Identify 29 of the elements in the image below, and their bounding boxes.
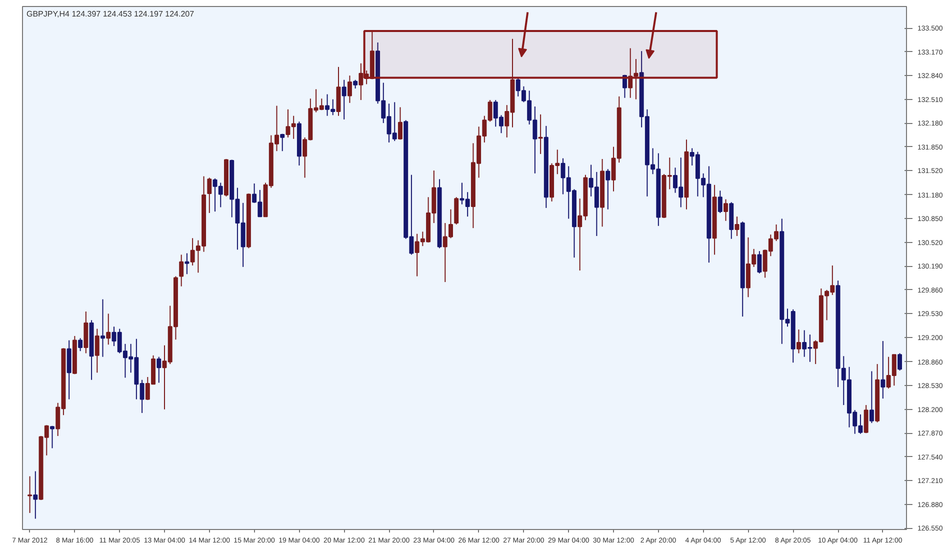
candlestick [796,329,801,354]
candlestick [33,470,38,520]
candlestick [342,79,346,120]
candlestick [734,216,740,236]
candlestick [184,252,190,275]
candlestick [100,298,105,358]
candlestick [207,177,212,214]
candlestick [94,328,100,374]
candlestick [398,106,402,140]
candlestick [606,168,610,210]
candlestick [106,313,111,346]
candlestick [898,352,902,372]
candlestick [757,250,762,274]
candlestick [156,356,162,384]
candlestick [724,198,728,222]
candlestick [622,74,627,98]
candlestick [28,476,32,514]
candlestick [347,75,352,104]
candlestick [880,340,886,400]
candlestick [864,404,868,434]
candlestick [869,370,874,424]
candlestick [538,114,543,154]
candlestick [718,190,722,214]
candlestick [280,133,285,152]
candlestick [179,254,184,287]
chart-title: GBPJPY,H4 124.397 124.453 124.197 124.207 [26,10,195,18]
candlestick [78,338,83,352]
candlestick [66,340,72,400]
candlestick [50,425,54,449]
